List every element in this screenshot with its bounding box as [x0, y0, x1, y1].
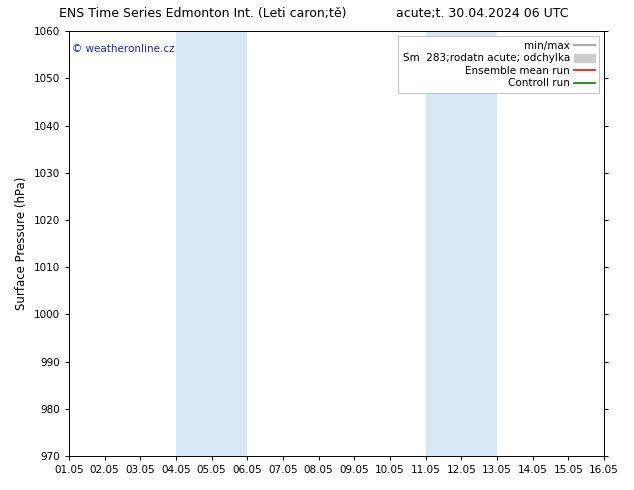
Text: © weatheronline.cz: © weatheronline.cz [72, 44, 174, 54]
Y-axis label: Surface Pressure (hPa): Surface Pressure (hPa) [15, 177, 28, 310]
Bar [176, 31, 247, 456]
Text: acute;t. 30.04.2024 06 UTC: acute;t. 30.04.2024 06 UTC [396, 7, 568, 21]
Bar [425, 31, 497, 456]
Legend: min/max, Sm  283;rodatn acute; odchylka, Ensemble mean run, Controll run: min/max, Sm 283;rodatn acute; odchylka, … [398, 36, 599, 93]
Text: ENS Time Series Edmonton Int. (Leti caron;tě): ENS Time Series Edmonton Int. (Leti caro… [59, 7, 347, 21]
